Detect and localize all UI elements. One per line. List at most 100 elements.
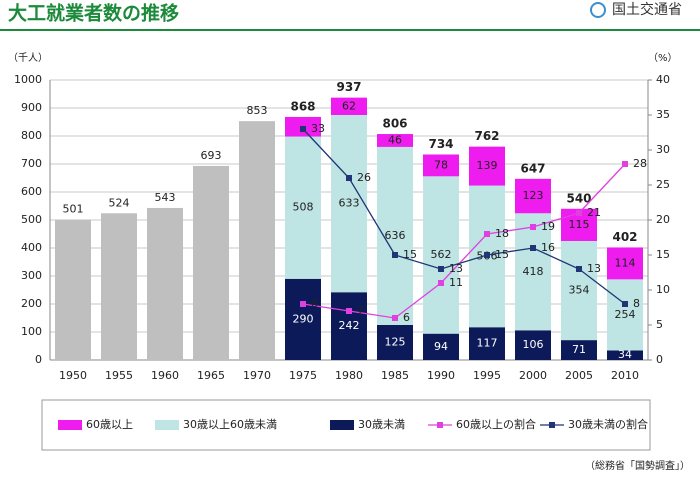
data-label: 106	[523, 338, 544, 351]
legend-label: 30歳以上60歳未満	[183, 418, 277, 431]
line-marker	[484, 252, 490, 258]
line-marker	[530, 224, 536, 230]
data-label: 8	[311, 297, 318, 310]
bar	[331, 115, 367, 293]
data-label: 13	[587, 262, 601, 275]
y-tick-label: 800	[21, 129, 42, 142]
data-label: 125	[385, 336, 406, 349]
y2-tick-label: 30	[656, 143, 670, 156]
line-marker	[576, 266, 582, 272]
bar	[193, 165, 229, 360]
data-label: 16	[541, 241, 555, 254]
line-marker	[530, 245, 536, 251]
x-tick-label: 1955	[105, 369, 133, 382]
legend-swatch	[155, 420, 179, 430]
total-label: 734	[428, 137, 453, 151]
legend-marker	[437, 422, 443, 428]
x-tick-label: 1985	[381, 369, 409, 382]
y-axis-label: （千人）	[8, 52, 48, 64]
x-tick-label: 1965	[197, 369, 225, 382]
legend-marker	[549, 422, 555, 428]
data-label: 7	[357, 304, 364, 317]
x-tick-label: 2005	[565, 369, 593, 382]
bar	[377, 134, 413, 147]
bar	[147, 207, 183, 360]
x-tick-label: 1995	[473, 369, 501, 382]
data-label: 562	[431, 248, 452, 261]
data-label: 633	[339, 197, 360, 210]
data-label: 13	[449, 262, 463, 275]
x-tick-label: 2010	[611, 369, 639, 382]
y-tick-label: 500	[21, 213, 42, 226]
data-label: 636	[385, 229, 406, 242]
y-tick-label: 1000	[14, 73, 42, 86]
data-label: 524	[109, 196, 130, 209]
total-label: 402	[612, 230, 637, 244]
data-label: 114	[615, 256, 636, 269]
data-label: 501	[63, 203, 84, 216]
logo-mark	[590, 2, 606, 18]
data-label: 78	[434, 158, 448, 171]
data-label: 242	[339, 319, 360, 332]
data-label: 19	[541, 220, 555, 233]
line-marker	[622, 161, 628, 167]
total-label: 937	[336, 80, 361, 94]
data-label: 28	[633, 157, 647, 170]
x-tick-label: 1975	[289, 369, 317, 382]
bar	[469, 146, 505, 186]
y2-tick-label: 0	[656, 353, 663, 366]
line	[302, 163, 626, 319]
bar	[377, 325, 413, 360]
logo: 国土交通省	[612, 1, 682, 18]
data-label: 354	[569, 284, 590, 297]
y2-tick-label: 35	[656, 108, 670, 121]
data-label: 418	[523, 265, 544, 278]
y-tick-label: 700	[21, 157, 42, 170]
data-label: 8	[633, 297, 640, 310]
bar	[515, 330, 551, 360]
data-label: 123	[523, 189, 544, 202]
bar	[285, 278, 321, 360]
bar	[607, 279, 643, 351]
line-marker	[300, 301, 306, 307]
y2-axis-label: （%）	[648, 52, 678, 64]
total-label: 540	[566, 191, 591, 205]
data-label: 115	[569, 218, 590, 231]
line-marker	[346, 175, 352, 181]
line-marker	[484, 231, 490, 237]
bar	[561, 340, 597, 360]
data-label: 26	[357, 171, 371, 184]
bar	[469, 327, 505, 360]
bar	[101, 213, 137, 360]
legend-label: 30歳未満	[358, 418, 405, 431]
data-label: 508	[293, 201, 314, 214]
line-marker	[576, 210, 582, 216]
data-label: 290	[293, 312, 314, 325]
total-label: 868	[290, 99, 315, 113]
bar	[331, 292, 367, 360]
data-label: 15	[403, 248, 417, 261]
y-tick-label: 400	[21, 241, 42, 254]
bar	[607, 247, 643, 280]
bar	[423, 333, 459, 360]
bar	[55, 219, 91, 360]
line-marker	[392, 252, 398, 258]
y2-tick-label: 10	[656, 283, 670, 296]
data-label: 6	[403, 311, 410, 324]
bar	[423, 154, 459, 177]
y-tick-label: 900	[21, 101, 42, 114]
bar	[331, 97, 367, 115]
x-tick-label: 1970	[243, 369, 271, 382]
source: （総務省「国勢調査」）	[585, 459, 690, 472]
data-label: 62	[342, 99, 356, 112]
data-label: 117	[477, 337, 498, 350]
bar	[423, 176, 459, 334]
data-label: 46	[388, 133, 402, 146]
data-label: 543	[155, 191, 176, 204]
y2-tick-label: 5	[656, 318, 663, 331]
data-label: 71	[572, 343, 586, 356]
y-tick-label: 0	[35, 353, 42, 366]
data-label: 11	[449, 276, 463, 289]
total-label: 806	[382, 117, 407, 131]
y-tick-label: 300	[21, 269, 42, 282]
